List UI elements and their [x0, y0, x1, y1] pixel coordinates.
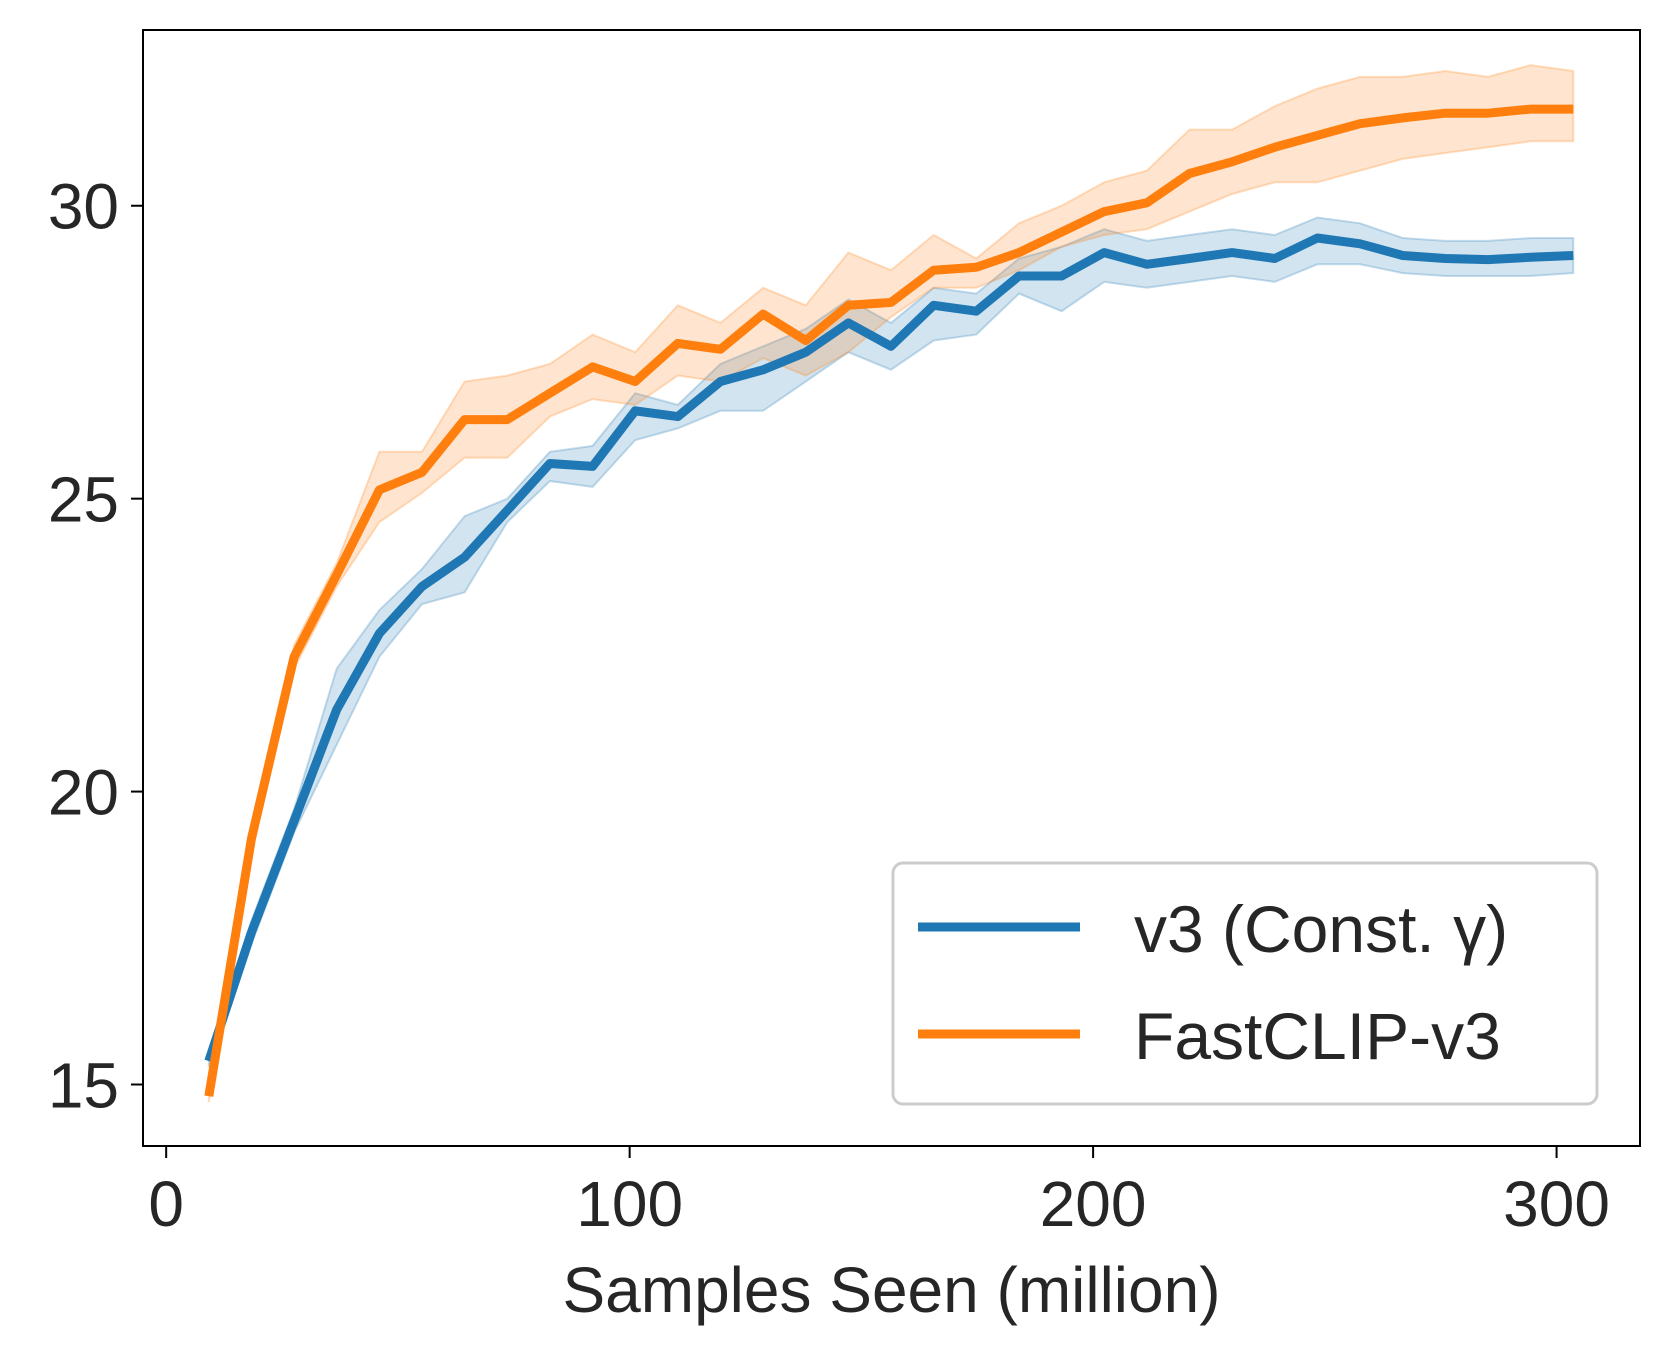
series-line-1 [204, 104, 1574, 1097]
legend: v3 (Const. γ) FastCLIP-v3 [891, 861, 1599, 1106]
y-tick-label: 30 [48, 171, 119, 243]
x-tick-label: 0 [148, 1168, 184, 1240]
y-tick-label: 15 [48, 1049, 119, 1121]
x-tick-label: 100 [576, 1168, 683, 1240]
legend-label-0: v3 (Const. γ) [1134, 892, 1508, 966]
legend-label-1: FastCLIP-v3 [1134, 999, 1501, 1073]
y-tick-label: 20 [48, 757, 119, 829]
confidence-bands [207, 64, 1575, 1103]
series-line-0 [204, 233, 1574, 1063]
confidence-band-0 [207, 216, 1575, 1068]
series-lines [204, 104, 1574, 1097]
confidence-band-1 [207, 64, 1575, 1103]
plot-frame [142, 29, 1641, 1147]
y-axis-ticks: 15 20 25 30 [48, 171, 143, 1121]
x-axis-label: Samples Seen (million) [562, 1254, 1220, 1326]
y-tick-label: 25 [48, 464, 119, 536]
x-tick-label: 200 [1040, 1168, 1147, 1240]
x-axis-ticks: 0 100 200 300 [148, 1146, 1610, 1240]
x-tick-label: 300 [1503, 1168, 1610, 1240]
